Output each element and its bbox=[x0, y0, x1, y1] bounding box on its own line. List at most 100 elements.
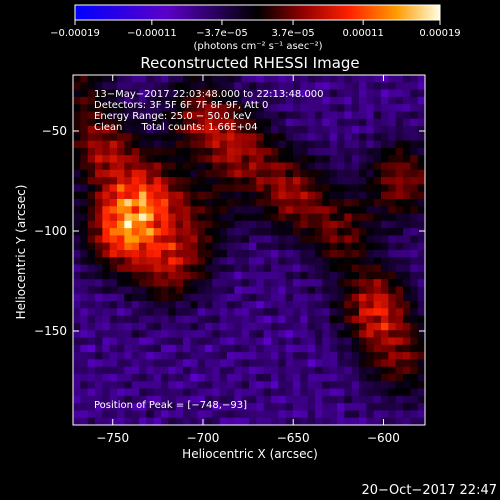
heatmap-cell bbox=[300, 250, 309, 258]
heatmap-cell bbox=[381, 388, 389, 397]
heatmap-cell bbox=[197, 96, 206, 105]
heatmap-cell bbox=[337, 162, 345, 171]
heatmap-cell bbox=[278, 206, 287, 215]
heatmap-cell bbox=[131, 155, 140, 164]
heatmap-cell bbox=[403, 118, 411, 127]
heatmap-cell bbox=[278, 169, 287, 178]
heatmap-cell bbox=[300, 381, 309, 390]
heatmap-cell bbox=[271, 104, 279, 113]
heatmap-cell bbox=[366, 191, 375, 200]
heatmap-cell bbox=[153, 220, 162, 229]
heatmap-cell bbox=[293, 344, 301, 353]
heatmap-cell bbox=[395, 279, 404, 288]
heatmap-cell bbox=[153, 373, 162, 382]
heatmap-cell bbox=[315, 96, 323, 105]
heatmap-cell bbox=[344, 198, 353, 207]
heatmap-cell bbox=[73, 169, 81, 178]
heatmap-cell bbox=[329, 206, 338, 215]
heatmap-cell bbox=[205, 89, 213, 98]
heatmap-cell bbox=[293, 337, 301, 346]
heatmap-cell bbox=[271, 352, 279, 360]
heatmap-cell bbox=[337, 417, 345, 425]
heatmap-cell bbox=[139, 140, 147, 149]
heatmap-cell bbox=[293, 286, 301, 295]
heatmap-cell bbox=[87, 308, 96, 317]
heatmap-cell bbox=[183, 111, 191, 120]
heatmap-cell bbox=[263, 337, 272, 346]
heatmap-cell bbox=[161, 373, 169, 382]
heatmap-cell bbox=[263, 279, 272, 288]
heatmap-cell bbox=[337, 118, 345, 127]
heatmap-cell bbox=[190, 250, 199, 258]
heatmap-cell bbox=[322, 75, 331, 83]
heatmap-cell bbox=[168, 111, 177, 120]
heatmap-cell bbox=[271, 82, 279, 91]
heatmap-cell bbox=[278, 155, 287, 164]
heatmap-cell bbox=[249, 169, 257, 178]
heatmap-cell bbox=[234, 242, 243, 251]
heatmap-cell bbox=[161, 96, 169, 105]
heatmap-cell bbox=[168, 395, 177, 404]
heatmap-cell bbox=[161, 381, 169, 390]
heatmap-cell bbox=[395, 118, 404, 127]
heatmap-cell bbox=[395, 111, 404, 120]
heatmap-cell bbox=[139, 330, 147, 339]
heatmap-cell bbox=[139, 191, 147, 200]
heatmap-cell bbox=[278, 162, 287, 171]
heatmap-cell bbox=[417, 191, 425, 200]
heatmap-cell bbox=[381, 206, 389, 215]
heatmap-cell bbox=[95, 381, 103, 390]
heatmap-cell bbox=[322, 403, 331, 412]
heatmap-cell bbox=[263, 126, 272, 134]
heatmap-cell bbox=[131, 330, 140, 339]
heatmap-cell bbox=[161, 169, 169, 178]
heatmap-cell bbox=[190, 96, 199, 105]
heatmap-cell bbox=[271, 381, 279, 390]
heatmap-cell bbox=[278, 337, 287, 346]
heatmap-cell bbox=[146, 140, 155, 149]
heatmap-cell bbox=[359, 410, 367, 419]
heatmap-cell bbox=[241, 147, 250, 156]
heatmap-cell bbox=[307, 293, 316, 302]
heatmap-cell bbox=[337, 111, 345, 120]
heatmap-cell bbox=[87, 184, 96, 193]
heatmap-cell bbox=[271, 191, 279, 200]
heatmap-cell bbox=[271, 279, 279, 288]
heatmap-cell bbox=[388, 417, 397, 425]
heatmap-cell bbox=[366, 75, 375, 83]
heatmap-cell bbox=[307, 381, 316, 390]
heatmap-cell bbox=[102, 75, 111, 83]
annotation-clean-counts: Clean Total counts: 1.66E+04 bbox=[94, 122, 258, 133]
heatmap-cell bbox=[410, 235, 419, 244]
heatmap-cell bbox=[344, 206, 353, 215]
heatmap-cell bbox=[175, 417, 184, 425]
heatmap-cell bbox=[322, 126, 331, 134]
heatmap-cell bbox=[87, 133, 96, 142]
heatmap-cell bbox=[205, 403, 213, 412]
heatmap-cell bbox=[234, 395, 243, 404]
heatmap-cell bbox=[344, 366, 353, 375]
heatmap-cell bbox=[102, 111, 111, 120]
heatmap-cell bbox=[300, 388, 309, 397]
heatmap-cell bbox=[241, 395, 250, 404]
heatmap-cell bbox=[410, 264, 419, 273]
heatmap-cell bbox=[131, 184, 140, 193]
heatmap-cell bbox=[87, 220, 96, 229]
heatmap-cell bbox=[227, 410, 235, 419]
heatmap-cell bbox=[241, 82, 250, 91]
heatmap-cell bbox=[146, 118, 155, 127]
heatmap-cell bbox=[410, 330, 419, 339]
heatmap-cell bbox=[249, 126, 257, 134]
heatmap-cell bbox=[373, 213, 382, 222]
heatmap-cell bbox=[373, 228, 382, 237]
heatmap-cell bbox=[219, 417, 228, 425]
heatmap-cell bbox=[219, 359, 228, 368]
heatmap-cell bbox=[131, 301, 140, 309]
heatmap-cell bbox=[359, 271, 367, 280]
heatmap-cell bbox=[175, 322, 184, 331]
heatmap-cell bbox=[73, 322, 81, 331]
heatmap-cell bbox=[381, 228, 389, 237]
heatmap-cell bbox=[168, 191, 177, 200]
heatmap-cell bbox=[256, 330, 265, 339]
heatmap-cell bbox=[417, 257, 425, 266]
